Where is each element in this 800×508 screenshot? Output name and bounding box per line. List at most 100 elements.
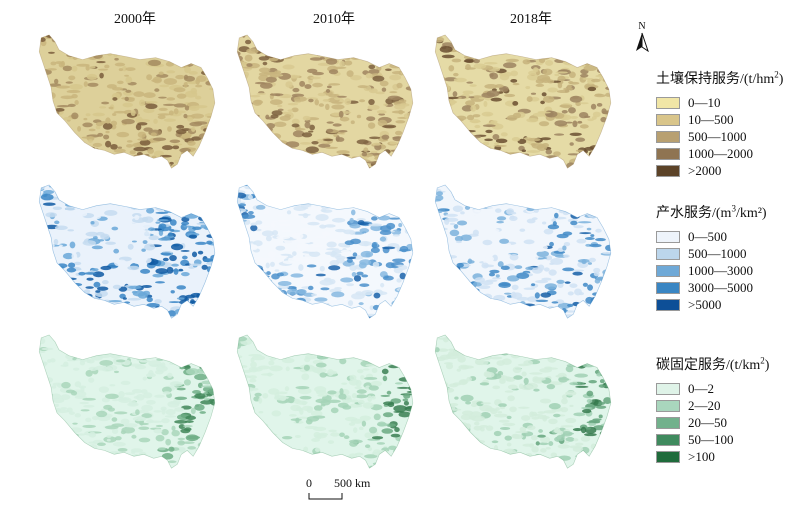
- map-patch: [511, 284, 519, 291]
- map-patch: [252, 355, 266, 361]
- map-patch: [102, 46, 116, 53]
- map-patch: [580, 73, 589, 78]
- map-outline: [236, 184, 414, 319]
- map-patch: [403, 52, 408, 60]
- map-patch: [551, 187, 562, 194]
- map-patch: [81, 52, 89, 57]
- map-patch: [295, 297, 306, 304]
- map-patch: [555, 184, 562, 187]
- map-patch: [299, 227, 313, 233]
- map-patch: [474, 301, 484, 305]
- map-patch: [536, 465, 549, 469]
- map-patch: [366, 161, 381, 164]
- legend-label: 50—100: [688, 431, 734, 447]
- map-patch: [567, 291, 574, 296]
- map-patch: [339, 60, 346, 67]
- map-patch: [302, 115, 311, 121]
- map-patch: [518, 36, 523, 43]
- map-patch: [350, 238, 361, 245]
- map-patch: [115, 157, 124, 164]
- map-outline: [434, 34, 612, 169]
- map-patch: [500, 265, 510, 270]
- map-patch: [493, 158, 502, 163]
- legend-carbon: 碳固定服务/(t/km2) 0—2 2—20 20—50 50—100 >100: [656, 354, 769, 465]
- map-patch: [557, 334, 568, 340]
- map-patch: [571, 269, 585, 272]
- map-patch: [511, 137, 521, 142]
- map-patch: [57, 312, 63, 316]
- map-patch: [85, 417, 92, 423]
- map-patch: [105, 140, 112, 148]
- map-patch: [369, 354, 379, 359]
- map-patch: [552, 221, 557, 227]
- map-patch: [304, 39, 318, 44]
- map-patch: [436, 386, 447, 393]
- map-patch: [364, 315, 376, 319]
- map-patch: [200, 336, 210, 342]
- map-patch: [324, 224, 336, 228]
- map-patch: [452, 205, 464, 212]
- legend-label: 1000—3000: [688, 262, 753, 278]
- map-patch: [462, 137, 475, 143]
- map-patch: [565, 437, 575, 442]
- map-patch: [499, 406, 506, 410]
- map-patch: [147, 310, 161, 315]
- map-patch: [492, 455, 501, 460]
- map-patch: [581, 198, 593, 203]
- map-patch: [462, 184, 470, 189]
- map-patch: [178, 464, 192, 469]
- map-patch: [499, 232, 512, 236]
- map-patch: [292, 194, 302, 199]
- map-patch: [404, 56, 413, 64]
- map-patch: [86, 277, 94, 281]
- map-patch: [488, 256, 495, 262]
- map-patch: [284, 36, 291, 39]
- map-patch: [540, 100, 545, 105]
- map-patch: [452, 148, 463, 152]
- map-patch: [565, 121, 573, 124]
- map-patch: [588, 360, 599, 365]
- map-patch: [352, 252, 358, 257]
- map-patch: [457, 45, 466, 48]
- map-patch: [548, 269, 557, 276]
- map-patch: [507, 395, 515, 402]
- map-patch: [176, 124, 185, 129]
- map-patch: [605, 86, 611, 91]
- map-patch: [456, 34, 462, 37]
- map-patch: [367, 104, 380, 111]
- map-patch: [241, 214, 256, 219]
- map-patch: [561, 394, 568, 400]
- map-patch: [338, 393, 347, 400]
- map-patch: [379, 53, 389, 60]
- map-patch: [127, 308, 139, 313]
- map-patch: [208, 63, 215, 69]
- map-patch: [192, 226, 202, 231]
- map-patch: [447, 118, 456, 122]
- map-patch: [347, 300, 354, 306]
- map-patch: [281, 149, 291, 155]
- map-patch: [151, 34, 165, 37]
- map-patch: [252, 156, 260, 164]
- map-patch: [516, 349, 524, 356]
- map-patch: [454, 435, 467, 442]
- map-patch: [66, 407, 73, 413]
- map-patch: [473, 63, 487, 69]
- map-patch: [446, 298, 459, 303]
- map-patch: [584, 115, 591, 119]
- map-patch: [593, 464, 607, 469]
- map-patch: [391, 162, 399, 168]
- map-patch: [506, 346, 518, 352]
- map-patch: [49, 397, 56, 402]
- map-patch: [77, 433, 86, 436]
- map-patch: [446, 109, 453, 115]
- map-patch: [52, 206, 63, 210]
- map-patch: [158, 71, 164, 76]
- map-patch: [163, 118, 176, 122]
- map-patch: [542, 414, 548, 422]
- map-patch: [447, 409, 453, 414]
- map-patch: [403, 400, 410, 406]
- map-patch: [442, 112, 454, 117]
- legend-item: 0—10: [656, 94, 783, 111]
- map-patch: [189, 465, 204, 469]
- map-patch: [601, 149, 611, 154]
